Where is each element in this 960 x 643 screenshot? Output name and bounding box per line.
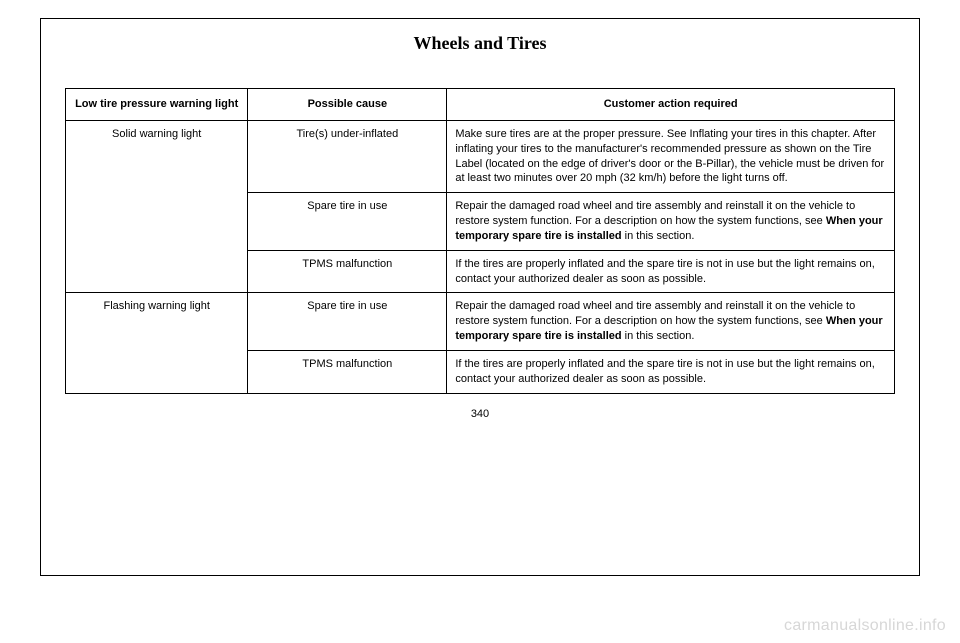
section-title: Wheels and Tires bbox=[65, 33, 895, 54]
text-post: in this section. bbox=[622, 230, 695, 242]
header-warning-light: Low tire pressure warning light bbox=[66, 89, 248, 121]
page-number: 340 bbox=[65, 408, 895, 420]
cell-action-tpms-1: If the tires are properly inflated and t… bbox=[447, 250, 895, 293]
tpms-table: Low tire pressure warning light Possible… bbox=[65, 88, 895, 394]
cell-cause-spare-1: Spare tire in use bbox=[248, 193, 447, 251]
table-header-row: Low tire pressure warning light Possible… bbox=[66, 89, 895, 121]
text-post: in this section. bbox=[622, 330, 695, 342]
text-pre: Repair the damaged road wheel and tire a… bbox=[455, 300, 855, 327]
cell-cause-spare-2: Spare tire in use bbox=[248, 293, 447, 351]
table-row: Solid warning light Tire(s) under-inflat… bbox=[66, 120, 895, 192]
table-row: Flashing warning light Spare tire in use… bbox=[66, 293, 895, 351]
cell-action-tpms-2: If the tires are properly inflated and t… bbox=[447, 350, 895, 393]
cell-action-underinflated: Make sure tires are at the proper pressu… bbox=[447, 120, 895, 192]
cell-cause-underinflated: Tire(s) under-inflated bbox=[248, 120, 447, 192]
page-frame: Wheels and Tires Low tire pressure warni… bbox=[40, 18, 920, 576]
header-possible-cause: Possible cause bbox=[248, 89, 447, 121]
cell-cause-tpms-2: TPMS malfunction bbox=[248, 350, 447, 393]
text-pre: Repair the damaged road wheel and tire a… bbox=[455, 200, 855, 227]
header-customer-action: Customer action required bbox=[447, 89, 895, 121]
cell-warning-solid: Solid warning light bbox=[66, 120, 248, 293]
watermark: carmanualsonline.info bbox=[784, 617, 946, 635]
cell-action-spare-2: Repair the damaged road wheel and tire a… bbox=[447, 293, 895, 351]
cell-warning-flashing: Flashing warning light bbox=[66, 293, 248, 393]
cell-cause-tpms-1: TPMS malfunction bbox=[248, 250, 447, 293]
cell-action-spare-1: Repair the damaged road wheel and tire a… bbox=[447, 193, 895, 251]
